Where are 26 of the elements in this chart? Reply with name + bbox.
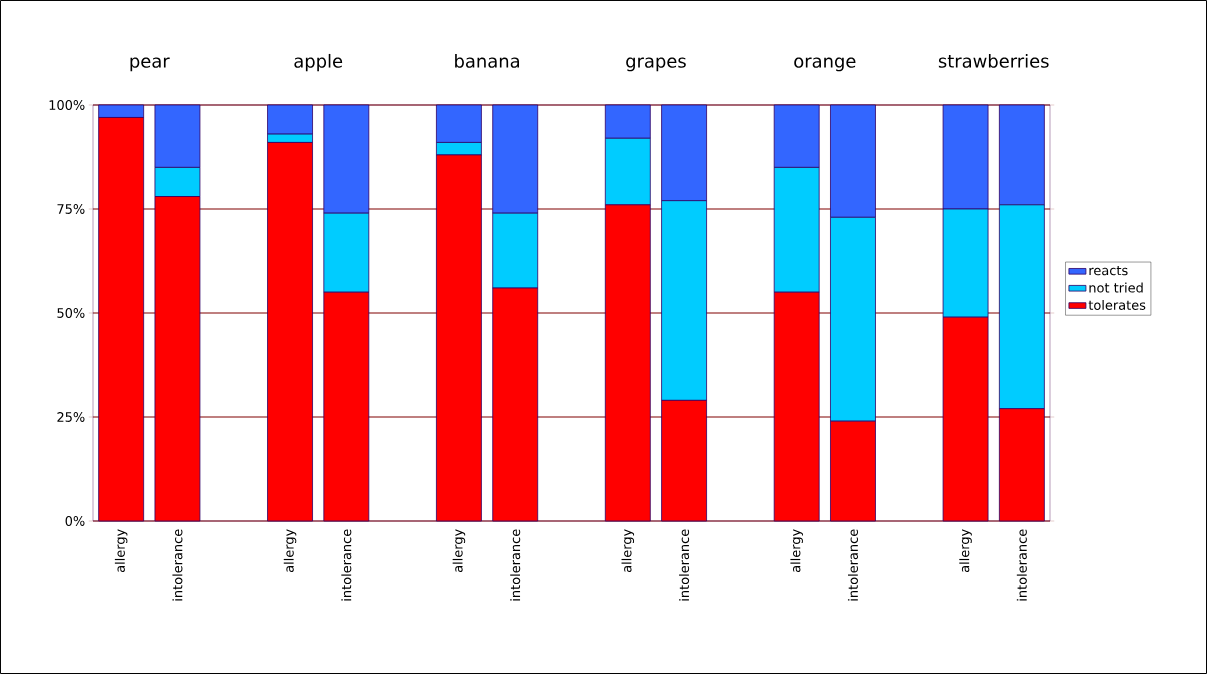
- y-tick-label: 50%: [57, 308, 85, 318]
- text: pear: [130, 57, 170, 72]
- text: banana: [455, 53, 519, 68]
- x-tick-label: allergy: [621, 529, 635, 573]
- y-tick-label: 100%: [49, 100, 85, 110]
- y-tick-label: 75%: [57, 204, 85, 214]
- y-tick-label: 0%: [65, 516, 85, 526]
- x-tick-label: intolerance: [679, 529, 690, 601]
- x-tick-label: allergy: [790, 529, 803, 573]
- x-tick-label: intolerance: [847, 529, 858, 601]
- y-tick-label: 25%: [57, 412, 85, 422]
- x-tick-label: allergy: [959, 529, 972, 573]
- legend-label: not tried: [1089, 282, 1143, 293]
- x-tick-label: intolerance: [172, 529, 183, 601]
- x-tick-label: intolerance: [1016, 529, 1027, 601]
- text: strawberries: [938, 53, 1049, 68]
- x-tick-label: intolerance: [341, 529, 352, 601]
- x-tick-label: allergy: [114, 529, 128, 573]
- text: orange: [794, 57, 856, 72]
- legend-label: tolerates: [1088, 299, 1146, 310]
- x-tick-label: allergy: [452, 529, 466, 573]
- x-tick-label: intolerance: [510, 529, 521, 601]
- legend-label: reacts: [1089, 266, 1128, 276]
- x-tick-label: allergy: [283, 529, 297, 573]
- text: grapes: [626, 57, 686, 72]
- text: apple: [294, 53, 343, 72]
